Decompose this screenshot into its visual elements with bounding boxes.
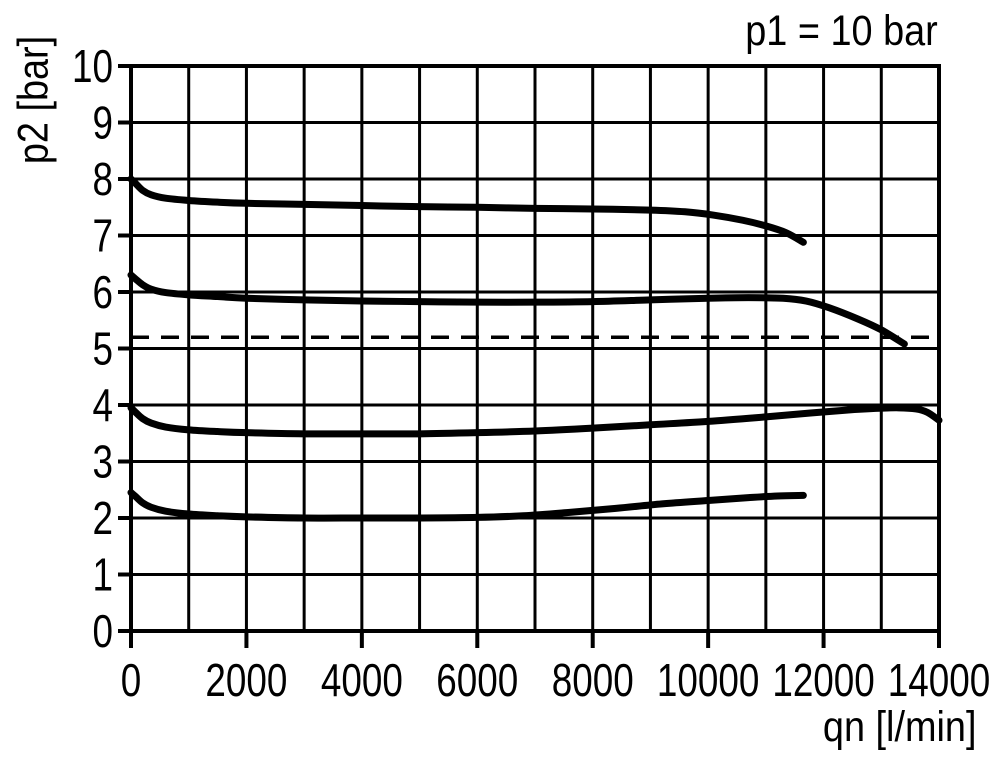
- x-tick-label: 8000: [552, 654, 634, 706]
- y-tick-label: 8: [93, 153, 114, 205]
- y-tick-label: 4: [93, 379, 114, 431]
- y-tick-label: 0: [93, 605, 114, 657]
- x-tick-label: 0: [121, 654, 142, 706]
- x-tick-label: 12000: [772, 654, 875, 706]
- y-tick-label: 1: [93, 549, 114, 601]
- y-tick-label: 10: [72, 40, 113, 92]
- x-tick-label: 14000: [888, 654, 991, 706]
- series-curve: [127, 175, 807, 246]
- x-axis-label: qn [l/min]: [822, 703, 976, 751]
- y-tick-label: 3: [93, 436, 114, 488]
- x-tick-label: 10000: [657, 654, 760, 706]
- x-tick-label: 6000: [436, 654, 518, 706]
- series-curve: [127, 489, 807, 522]
- y-tick-label: 5: [93, 323, 114, 375]
- y-tick-label: 2: [93, 492, 114, 544]
- y-axis-label: p2 [bar]: [9, 35, 58, 165]
- x-tick-label: 4000: [321, 654, 403, 706]
- y-tick-label: 7: [93, 210, 114, 262]
- y-tick-label: 9: [93, 97, 114, 149]
- chart-annotation-p1: p1 = 10 bar: [745, 7, 938, 55]
- y-tick-label: 6: [93, 266, 114, 318]
- series-curve: [127, 271, 908, 348]
- series-curve: [127, 404, 943, 438]
- x-tick-label: 2000: [205, 654, 287, 706]
